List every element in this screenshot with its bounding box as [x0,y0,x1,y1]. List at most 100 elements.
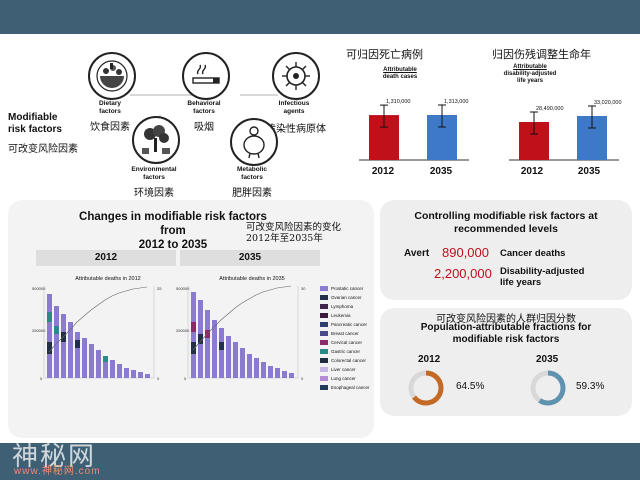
risk-factors-title-line1: Modifiable [8,112,58,123]
legend-label: Cervical cancer [331,340,363,345]
legend-swatch [320,322,328,327]
dalys-label: Attributable disability-adjusted life ye… [492,64,568,85]
risk-factors-title: Modifiable risk factors [8,112,72,136]
attributable-deaths-2035-chart: 500000 250000 0 30 0 [176,285,306,381]
death-cases-bar-chart: 1,310,000 1,313,000 [359,99,469,161]
environmental-line2: factors [143,174,165,181]
paf-title-line1: Population-attributable fractions for [420,322,592,333]
paf-2035-arc [530,370,566,406]
legend-label: Ovarian cancer [331,295,362,300]
attributable-deaths-2012-chart: 500000 250000 0 25 0 [32,286,162,381]
legend-swatch [320,367,328,372]
changes-title: Changes in modifiable risk factors from … [68,210,278,252]
paf-title-cn: 可改变风险因素的人群归因分数 [436,314,576,325]
environmental-factors-cn: 环境因素 [134,188,174,199]
dietary-factors-cn: 饮食因素 [90,122,130,133]
food-bowl-icon [96,60,128,92]
death-cases-label: Attributable death cases [360,67,440,81]
controlling-title-line1: Controlling modifiable risk factors at [414,210,598,222]
avert-dalys-label-line1: Disability-adjusted [500,266,585,277]
svg-text:25: 25 [157,286,162,291]
legend-item-esophageal-cancer: Esophageal cancer [320,383,374,392]
svg-text:250000: 250000 [176,328,190,333]
death-cases-title-cn: 可归因死亡病例 [346,48,423,61]
bottom-bar [0,443,640,480]
dalys-label-line1: Attributable [513,64,547,70]
dalys-title-cn: 归因伤残调整生命年 [492,48,591,61]
changes-panel: Changes in modifiable risk factors from … [8,200,374,438]
dalys-value-label-2012: 28,490,000 [536,106,564,112]
death-cases-label-line2: death cases [382,74,418,80]
metabolic-factors-icon-circle [230,118,278,166]
paf-year-2035: 2035 [536,354,559,365]
legend-item-liver-cancer: Liver cancer [320,365,374,374]
legend-swatch [320,286,328,291]
tab-2012[interactable]: 2012 [36,250,176,266]
metabolic-factors-label: Metabolic factors [226,166,278,182]
svg-text:0: 0 [184,376,187,381]
environmental-factors-icon-circle [132,116,180,164]
cancer-type-legend: Prostatic cancer Ovarian cancer Lymphoma Le… [320,284,374,392]
svg-text:500000: 500000 [176,286,190,291]
watermark-logo: 神秘网 [12,442,97,472]
paf-2035-donut [530,370,566,406]
infectious-agents-label: Infectious agents [272,100,316,116]
infectious-agents-icon-circle [272,52,320,100]
dalys-label-line2: disability-adjusted [503,71,557,77]
legend-swatch [320,295,328,300]
death-cases-label-line1: Attributable [383,67,417,73]
paf-2012-arc [408,370,444,406]
metabolic-factors-cn: 肥胖因素 [232,188,272,199]
paf-year-2012: 2012 [418,354,441,365]
legend-item-gastric-cancer: Gastric cancer [320,347,374,356]
avert-label: Avert [404,248,430,259]
legend-swatch [320,385,328,390]
risk-factors-title-line2: risk factors [8,124,62,135]
legend-item-prostatic-cancer: Prostatic cancer [320,284,374,293]
legend-swatch [320,358,328,363]
paf-title-line2: modifiable risk factors [452,334,560,345]
svg-text:0: 0 [40,376,43,381]
death-cases-value-label-2035: 1,313,000 [444,99,468,105]
avert-deaths-value: 890,000 [442,245,489,260]
changes-title-line1: Changes in modifiable risk factors from [79,211,267,237]
changes-title-cn-line1: 可改变风险因素的变化 [246,222,342,233]
controlling-title-line2: recommended levels [454,223,558,235]
legend-swatch [320,349,328,354]
legend-swatch [320,304,328,309]
tab-2035[interactable]: 2035 [180,250,320,266]
changes-title-cn-line2: 2012年至2035年 [246,233,323,244]
paf-value-2035: 59.3% [576,381,605,392]
paf-value-2012: 64.5% [456,381,485,392]
cigarette-icon [192,64,220,84]
paf-panel: 可改变风险因素的人群归因分数 Population-attributable f… [380,308,632,416]
dietary-factors-icon-circle [88,52,136,100]
svg-text:0: 0 [157,376,160,381]
changes-title-line2: 2012 to 2035 [138,239,208,251]
legend-swatch [320,340,328,345]
svg-text:250000: 250000 [32,328,46,333]
legend-label: Leukemia [331,313,351,318]
behavioral-line2: factors [193,108,215,115]
legend-label: Lung cancer [331,376,356,381]
behavioral-factors-cn: 吸烟 [194,122,214,133]
death-cases-cat-2035: 2035 [429,166,453,177]
chart-2035-title: Attributable deaths in 2035 [219,276,285,282]
environmental-factors-label: Environmental factors [126,166,182,182]
svg-text:0: 0 [301,376,304,381]
obese-person-icon [243,126,265,159]
paf-2012-donut [408,370,444,406]
infectious-line1: Infectious [278,100,310,107]
avert-dalys-label-line2: life years [500,277,542,288]
legend-item-pancreatic-cancer: Pancreatic cancer [320,320,374,329]
infectious-line2: agents [283,108,305,115]
legend-label: Pancreatic cancer [331,322,368,327]
metabolic-line2: factors [241,174,263,181]
legend-swatch [320,376,328,381]
svg-text:30: 30 [301,286,306,291]
legend-label: Colorectal cancer [331,358,367,363]
dalys-label-line3: life years [516,78,544,84]
dietary-factors-label: Dietary factors [88,100,132,116]
legend-label: Breast cancer [331,331,359,336]
legend-label: Esophageal cancer [331,385,370,390]
